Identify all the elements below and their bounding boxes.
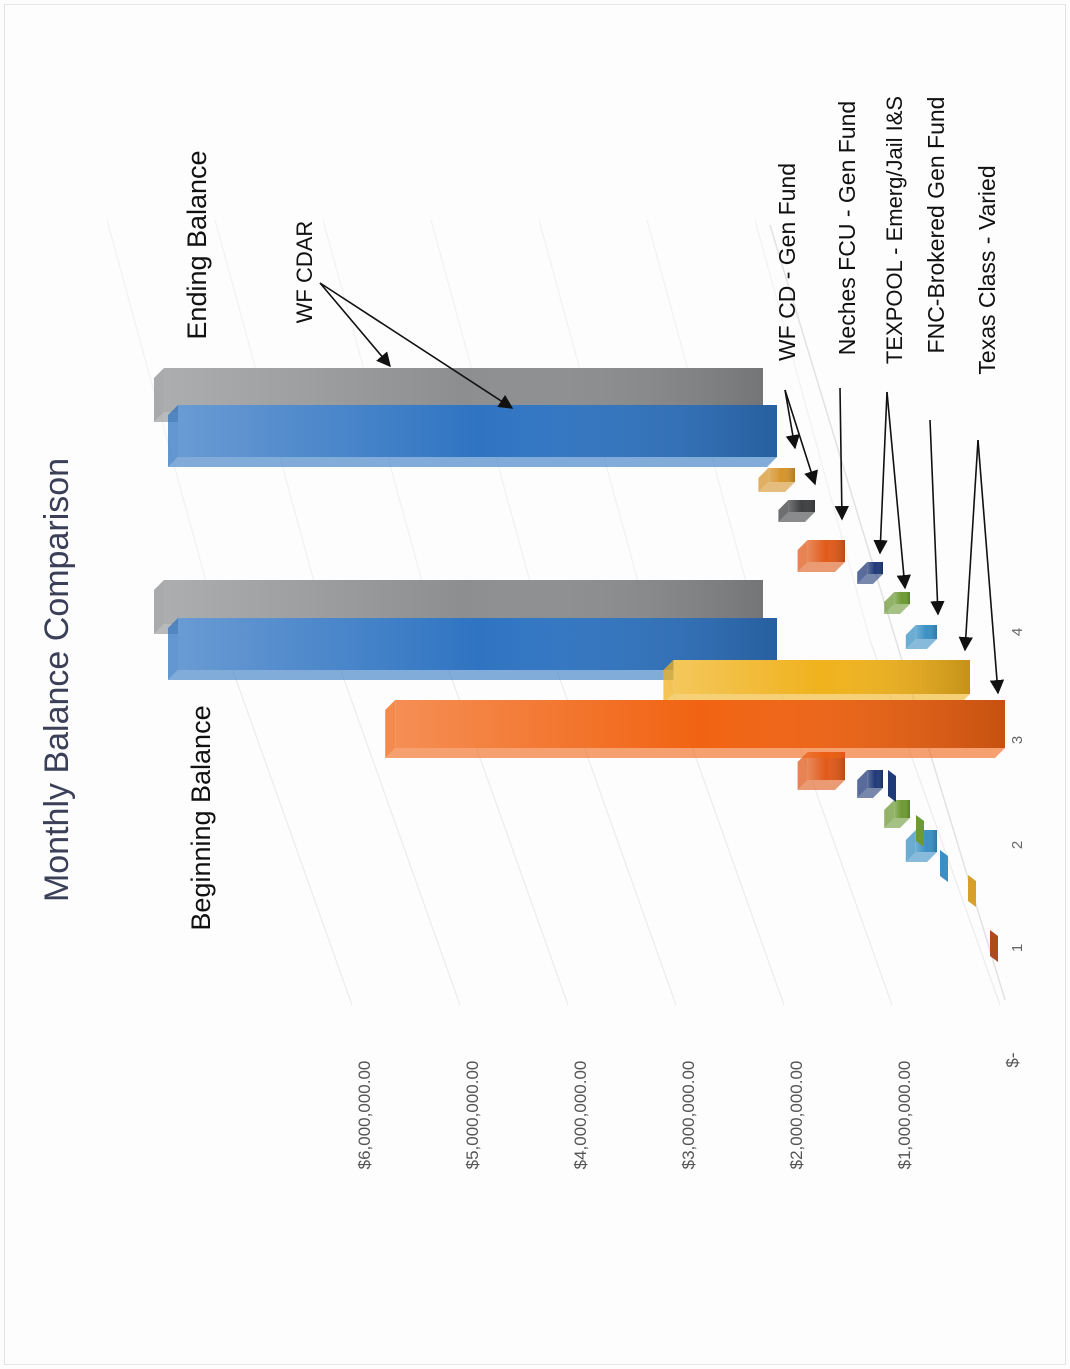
y-tick-5: $5,000,000.00 [463,1061,482,1170]
annotation-texas-class: Texas Class - Varied [974,165,1000,374]
arrow-texpool-2 [886,391,911,590]
annotation-arrows [319,282,1005,695]
x-tick-2: 2 [1009,841,1026,849]
bar-texpool-emerg-jail-i-s-beginning [857,770,883,798]
bar-wf-cdar-blue--ending [168,405,777,467]
gridline-back [754,219,871,641]
arrow-wf-cd-1 [784,389,800,450]
bar-fnc-brokered-gen-fund-ending [905,625,937,649]
arrow-wf-cdar-2 [319,282,514,409]
bar-texpool-emerg-jail-i-s-ending [857,562,883,584]
gridline-back [106,219,223,641]
group-label-ending: Ending Balance [182,150,212,339]
bar-neches-fcu-gen-fund-ending [797,540,845,572]
y-tick-3: $3,000,000.00 [679,1061,698,1170]
bar-texas-class-varied-gold--beginning [663,660,970,704]
arrow-wf-cdar-1 [319,282,391,368]
gridline [329,639,461,1006]
y-tick-1: $1,000,000.00 [895,1061,914,1170]
arrow-texas-1 [958,439,979,652]
arrow-texpool-1 [873,391,888,555]
arrow-wf-cd-2 [784,389,818,486]
floor-tile [916,815,924,847]
gridline [437,639,569,1006]
annotation-texpool: TEXPOOL - Emerg/Jail I&S [882,96,907,364]
floor-tile [990,930,998,962]
bar-texas-class-varied-beginning [385,700,1005,758]
group-label-beginning: Beginning Balance [186,705,216,930]
floor-tile [888,770,896,802]
annotation-neches: Neches FCU - Gen Fund [834,101,860,355]
arrow-fnc [929,419,945,616]
bar-fnc-brokered-gen-fund-beginning [905,830,937,862]
annotations: WF CDAR WF CD - Gen Fund Neches FCU - Ge… [292,96,1005,695]
x-tick-1: 1 [1009,944,1026,952]
y-tick-6: $6,000,000.00 [355,1061,374,1170]
bar-wf-cd-gen-fund-ending [758,468,795,492]
bar-texpool-emerg-jail-i-s-green--beginning [884,800,910,828]
page-border [4,4,1066,1365]
x-tick-4: 4 [1009,628,1026,636]
floor-tile [940,850,948,882]
bar-texpool-emerg-jail-i-s-green--ending [884,592,910,614]
chart-title: Monthly Balance Comparison [38,458,76,902]
y-tick-4: $4,000,000.00 [571,1061,590,1170]
bar-neches-fcu-gen-fund-dark--ending [778,500,815,522]
x-axis-ticks: 1 2 3 4 [1009,628,1026,952]
y-axis-ticks: $- $1,000,000.00 $2,000,000.00 $3,000,00… [355,1052,1022,1169]
gridline [545,639,677,1006]
arrow-texas-2 [977,439,1005,695]
annotation-fnc: FNC-Brokered Gen Fund [923,97,949,354]
arrow-neches [834,387,850,521]
x-tick-3: 3 [1009,736,1026,744]
annotation-wf-cd: WF CD - Gen Fund [774,163,800,361]
annotation-wf-cdar: WF CDAR [292,221,317,324]
y-tick-2: $2,000,000.00 [787,1061,806,1170]
y-tick-0: $- [1003,1052,1022,1067]
floor-tile [968,875,976,907]
bars [154,368,1005,962]
gridline [221,639,353,1006]
